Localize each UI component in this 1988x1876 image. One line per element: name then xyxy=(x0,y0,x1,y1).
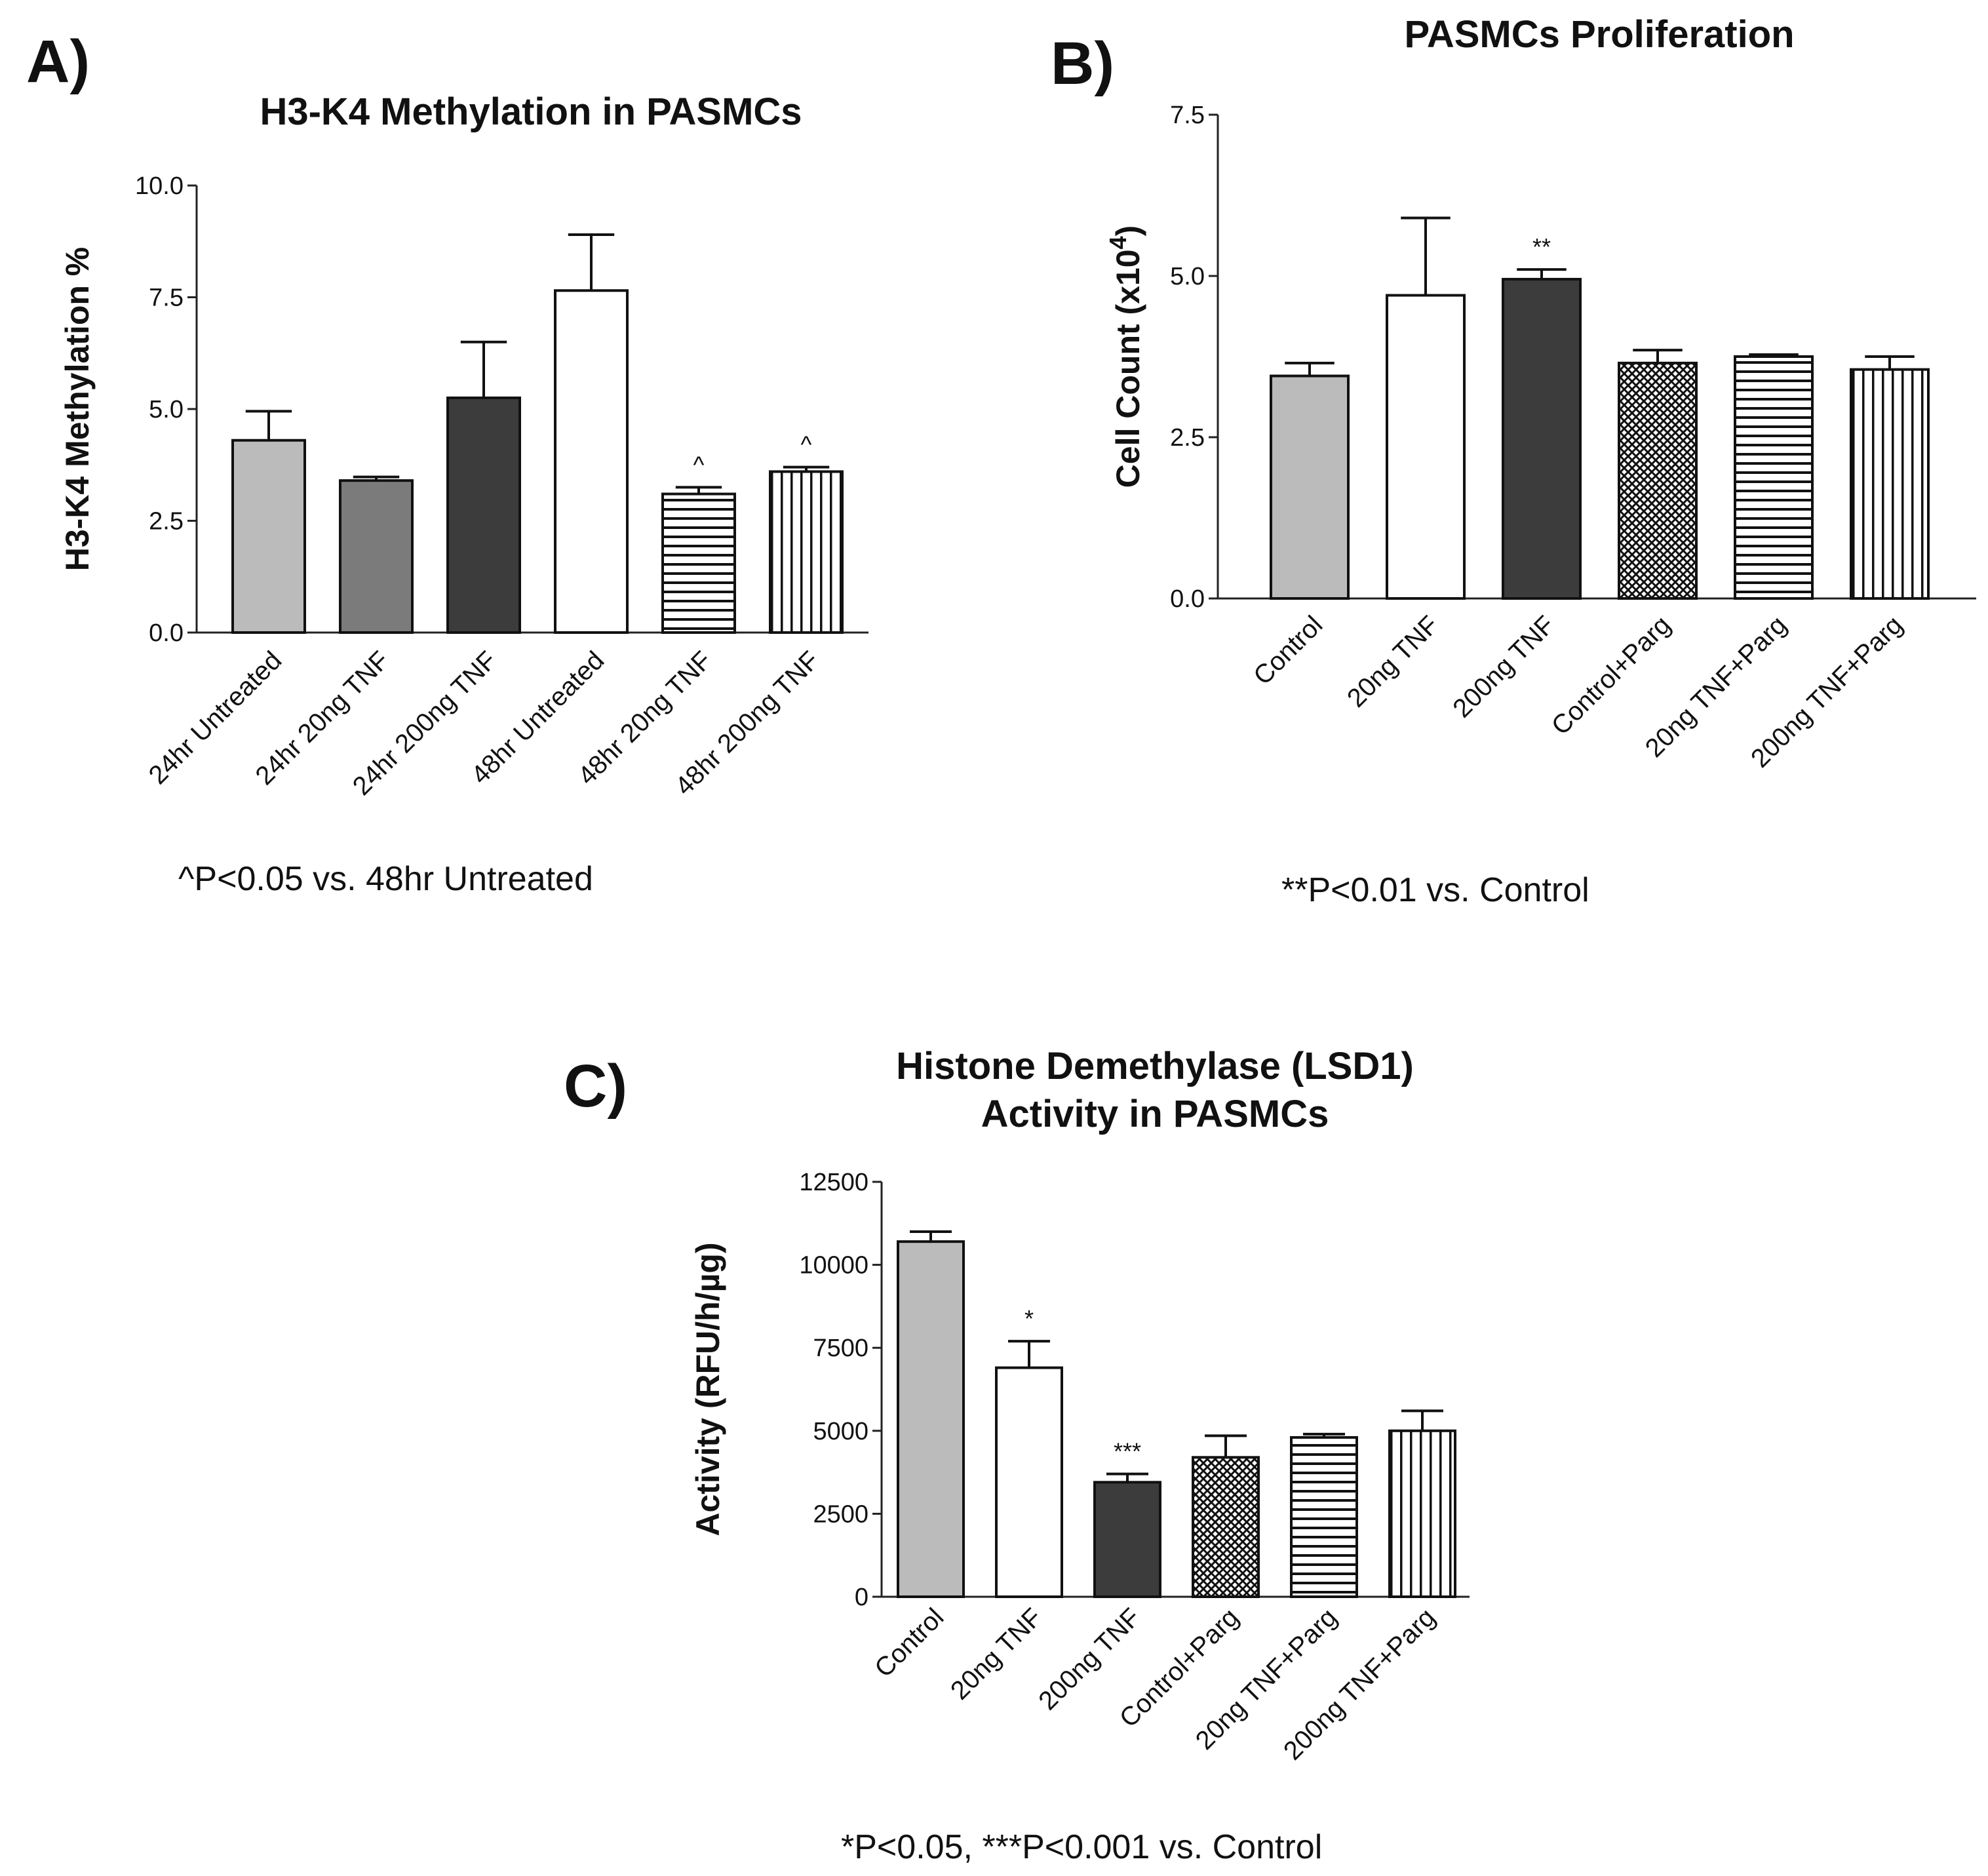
panel-c-bar xyxy=(1290,1436,1358,1598)
panel-a-y-tick-label: 5.0 xyxy=(149,396,184,423)
panel-c-letter: C) xyxy=(564,1053,627,1120)
panel-a-bar xyxy=(661,492,736,635)
panel-a-bar xyxy=(446,396,521,634)
panel-a-bar xyxy=(339,479,414,634)
panel-c-bar xyxy=(1192,1456,1260,1599)
panel-a-significance-mark: ^ xyxy=(801,431,812,458)
panel-a-significance-mark: ^ xyxy=(693,451,705,478)
panel-c-y-tick-label: 7500 xyxy=(813,1335,868,1362)
panel-b-category-label: Control xyxy=(1248,610,1328,690)
panel-c-significance-mark: *** xyxy=(1114,1438,1141,1465)
panel-b-y-axis-label-suffix: ) xyxy=(1110,225,1146,237)
panel-b-y-tick-label: 5.0 xyxy=(1170,263,1205,290)
panel-c-bar xyxy=(1388,1429,1456,1599)
panel-b-bar xyxy=(1270,374,1350,600)
panel-c-y-tick-label: 0 xyxy=(855,1584,868,1611)
panel-a-title: H3-K4 Methylation in PASMCs xyxy=(260,90,802,133)
panel-c-chart: C) Histone Demethylase (LSD1) Activity in … xyxy=(564,1045,1470,1866)
panel-c-category-label: Control xyxy=(869,1603,949,1683)
panel-b-title: PASMCs Proliferation xyxy=(1404,13,1794,56)
panel-c-y-tick-label: 10000 xyxy=(799,1252,868,1280)
panel-a-y-tick-label: 7.5 xyxy=(149,284,184,312)
panel-b-y-axis-label: Cell Count (x104) xyxy=(1104,225,1146,488)
panel-a-chart: A) H3-K4 Methylation in PASMCs 0.0 2.5 5.0 7.… xyxy=(26,28,868,898)
panel-b-category-label: Control+Parg xyxy=(1546,610,1677,741)
panel-a-y-tick-label: 0.0 xyxy=(149,619,184,647)
panel-b-significance-mark: ** xyxy=(1532,233,1551,260)
panel-c-bar xyxy=(995,1366,1063,1598)
panel-b-y-tick-label: 0.0 xyxy=(1170,585,1205,613)
panel-c-bar xyxy=(897,1240,965,1598)
panel-c-footnote: *P<0.05, ***P<0.001 vs. Control xyxy=(841,1828,1322,1866)
panel-c-y-tick-label: 5000 xyxy=(813,1418,868,1445)
panel-b-bar xyxy=(1850,368,1930,600)
panel-b-y-axis-label-exponent: 4 xyxy=(1104,236,1131,249)
panel-c-y-tick-label: 2500 xyxy=(813,1500,868,1528)
panel-b-bar xyxy=(1618,361,1698,600)
panel-b-bar xyxy=(1386,294,1466,600)
panel-a-footnote: ^P<0.05 vs. 48hr Untreated xyxy=(178,860,593,898)
panel-a-letter: A) xyxy=(26,28,90,95)
panel-c-title-line-1: Histone Demethylase (LSD1) xyxy=(896,1045,1414,1087)
panel-b-bar xyxy=(1502,277,1582,600)
panel-b-chart: B) PASMCs Proliferation 0.0 2.5 5.0 7.5 Cell C… xyxy=(1051,13,1976,909)
panel-b-bar xyxy=(1734,355,1814,600)
panel-b-y-tick-label: 2.5 xyxy=(1170,424,1205,452)
panel-b-category-label: 20ng TNF xyxy=(1342,610,1444,713)
panel-c-y-tick-label: 12500 xyxy=(799,1169,868,1196)
panel-b-category-label: 200ng TNF xyxy=(1447,610,1560,723)
panel-a-y-tick-label: 10.0 xyxy=(135,172,184,200)
panel-b-letter: B) xyxy=(1051,30,1114,97)
panel-a-y-axis-label: H3-K4 Methylation % xyxy=(59,247,96,572)
panel-b-footnote: **P<0.01 vs. Control xyxy=(1281,871,1589,909)
panel-c-category-label: 20ng TNF xyxy=(945,1603,1047,1705)
panel-c-title-line-2: Activity in PASMCs xyxy=(981,1093,1329,1135)
panel-a-bar xyxy=(554,289,629,634)
panel-a-bar xyxy=(231,439,306,634)
panel-c-y-axis-label: Activity (RFU/h/µg) xyxy=(690,1242,726,1536)
panel-a-bar xyxy=(769,470,844,634)
panel-a-y-tick-label: 2.5 xyxy=(149,508,184,536)
panel-b-y-tick-label: 7.5 xyxy=(1170,102,1205,129)
panel-c-bar xyxy=(1093,1481,1161,1598)
panel-c-significance-mark: * xyxy=(1024,1305,1034,1332)
